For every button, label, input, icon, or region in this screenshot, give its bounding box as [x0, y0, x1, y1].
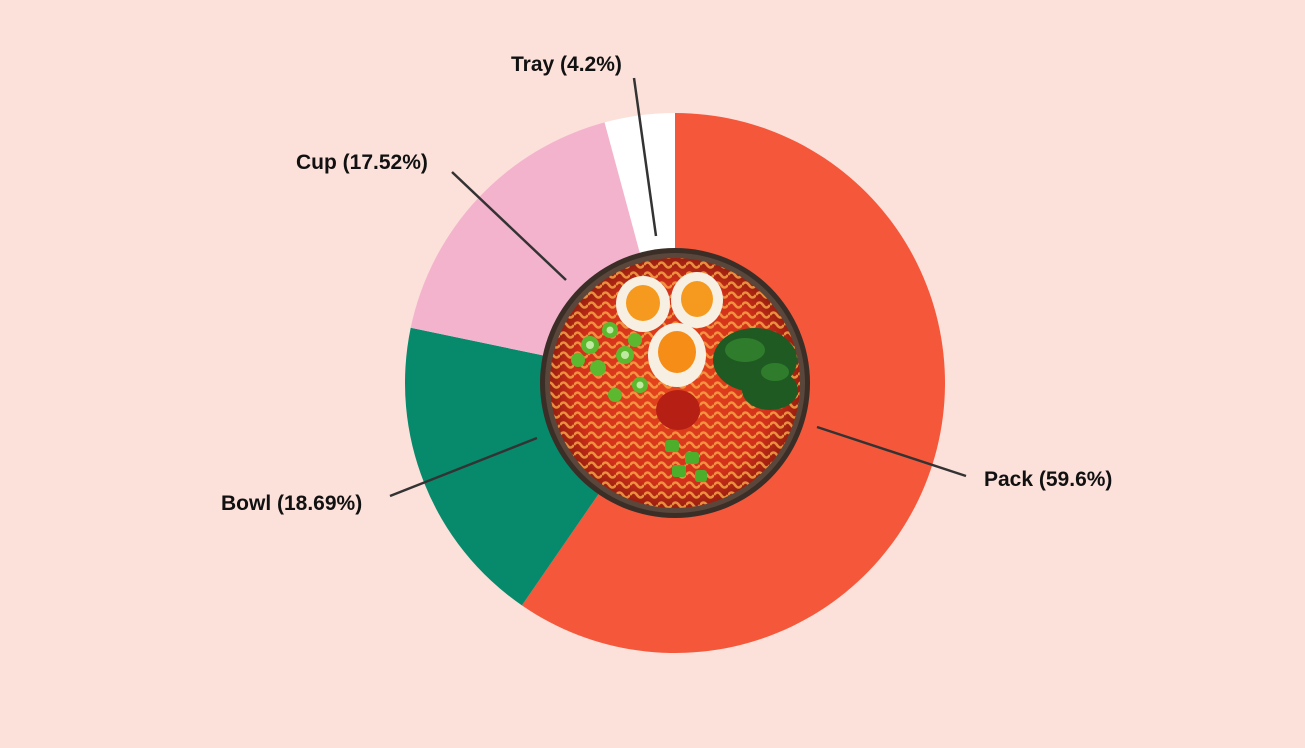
- label-tray: Tray (4.2%): [511, 53, 622, 76]
- slice-tray: [604, 113, 675, 268]
- slice-labels: Tray (4.2%) Cup (17.52%) Bowl (18.69%) P…: [221, 53, 1112, 515]
- leader-line-bowl: [389, 436, 538, 498]
- slice-bowl: [405, 327, 607, 606]
- slice-pack: [521, 113, 946, 654]
- leader-line-cup: [451, 171, 567, 281]
- label-pack: Pack (59.6%): [984, 468, 1112, 491]
- leader-line-pack: [816, 425, 967, 478]
- donut-slices: [405, 113, 946, 654]
- leader-lines: [389, 77, 967, 498]
- ramen-bowl-image: [540, 248, 810, 518]
- label-bowl: Bowl (18.69%): [221, 492, 362, 515]
- label-cup: Cup (17.52%): [296, 151, 428, 174]
- leader-line-tray: [632, 77, 658, 237]
